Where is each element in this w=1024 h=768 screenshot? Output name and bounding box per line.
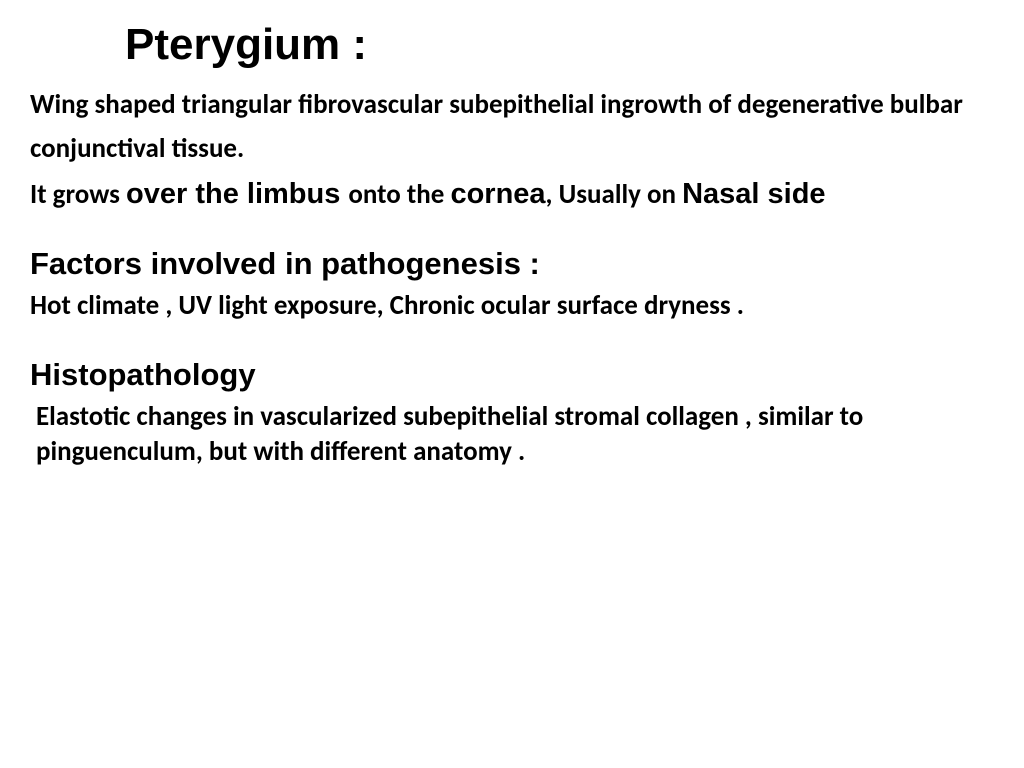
definition-line-1: Wing shaped triangular fibrovascular sub… bbox=[30, 88, 994, 122]
growth-mid2: , Usually on bbox=[546, 178, 683, 211]
histopathology-heading: Histopathology bbox=[30, 357, 994, 393]
growth-emph-nasal: Nasal side bbox=[682, 178, 825, 210]
slide-title: Pterygium : bbox=[125, 20, 994, 70]
factors-text: Hot climate , UV light exposure, Chronic… bbox=[30, 288, 994, 323]
growth-line: It grows over the limbus onto the cornea… bbox=[30, 176, 994, 212]
factors-heading: Factors involved in pathogenesis : bbox=[30, 246, 994, 282]
growth-emph-cornea: cornea bbox=[450, 178, 545, 210]
growth-pre: It grows bbox=[30, 178, 126, 211]
histopathology-text: Elastotic changes in vascularized subepi… bbox=[36, 399, 994, 469]
definition-line-2: conjunctival tissue. bbox=[30, 132, 994, 166]
growth-emph-limbus: over the limbus bbox=[126, 178, 348, 210]
growth-mid: onto the bbox=[348, 178, 450, 211]
